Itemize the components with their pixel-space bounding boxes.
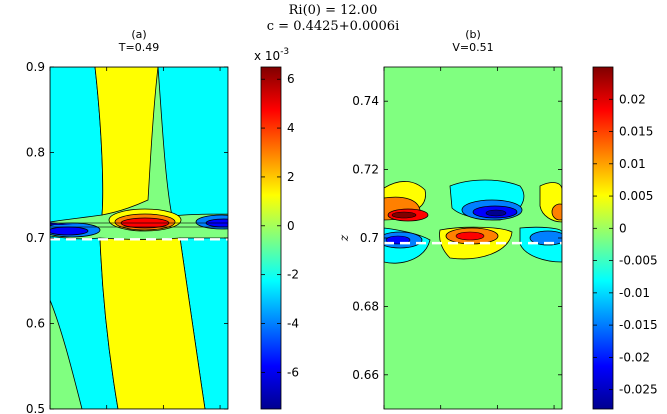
contour-region-yellow xyxy=(99,237,206,409)
panel-b-xlabel: x xyxy=(470,410,477,414)
colorbar-tick-label: -4 xyxy=(287,317,299,331)
colorbar-tick-label: -0.005 xyxy=(619,254,658,268)
colorbar-tick-label: 2 xyxy=(287,170,295,184)
suptitle-ri: Ri(0) = 12.00 xyxy=(289,3,378,18)
y-tick-label: 0.7 xyxy=(360,231,379,245)
panel-a-field xyxy=(50,67,228,409)
contour-core-darkblue xyxy=(485,209,507,217)
x-tick-label: 2 xyxy=(103,412,111,414)
colorbar-tick-label: 0.015 xyxy=(619,125,653,139)
contour-core-red xyxy=(455,231,485,241)
colorbar-tick-label: 6 xyxy=(287,72,295,86)
panel-b-axes: 0 2 4 6 0.66 0.68 0.7 0.72 0.74 xyxy=(352,67,562,414)
colorbar-a-scale-label: x 10 xyxy=(254,49,280,63)
x-tick-label: 4 xyxy=(494,412,502,414)
panel-b-label: (b) xyxy=(465,28,481,41)
panel-b-field xyxy=(384,67,562,409)
colorbar-a-scale-exponent: -3 xyxy=(280,47,289,57)
x-tick-label: 0 xyxy=(46,412,54,414)
colorbar-tick-label: 4 xyxy=(287,121,295,135)
x-tick-label: 0 xyxy=(380,412,388,414)
y-tick-label: 0.8 xyxy=(26,146,45,160)
y-tick-label: 0.66 xyxy=(352,368,379,382)
colorbar-tick-label: 0 xyxy=(287,219,295,233)
panel-a-label: (a) xyxy=(131,28,146,41)
colorbar-a-scale: x 10-3 xyxy=(254,47,289,63)
contour-core-darkblue xyxy=(50,222,80,225)
colorbar-tick-label: -2 xyxy=(287,268,299,282)
panel-a-xlabel: x xyxy=(136,410,143,414)
y-tick-label: 0.6 xyxy=(26,317,45,331)
colorbar-tick-label: -0.01 xyxy=(619,286,650,300)
colorbar-tick-label: 0.02 xyxy=(619,92,646,106)
contour-line xyxy=(50,222,228,228)
colorbar-b-ticks: 0.02 0.015 0.01 0.005 0 -0.005 -0.01 -0.015 -0.0… xyxy=(593,92,658,397)
contour-region-orange xyxy=(551,203,562,221)
colorbar-tick-label: 0 xyxy=(619,221,627,235)
colorbar-a xyxy=(260,66,282,410)
panel-b-title: V=0.51 xyxy=(452,41,493,54)
x-tick-label: 2 xyxy=(437,412,445,414)
colorbar-tick-label: 0.01 xyxy=(619,157,646,171)
suptitle-c: c = 0.4425+0.0006i xyxy=(267,19,399,34)
panel-b-ylabel: z xyxy=(337,234,351,242)
y-tick-label: 0.5 xyxy=(26,402,45,414)
colorbar-tick-label: -0.025 xyxy=(619,383,658,397)
contour-region-cyan xyxy=(157,67,228,217)
contour-core-darkred xyxy=(391,211,417,219)
colorbar-tick-label: -0.02 xyxy=(619,350,650,364)
colorbar-tick-label: -6 xyxy=(287,365,299,379)
panel-a-title: T=0.49 xyxy=(118,41,159,54)
colorbar-tick-label: 0.005 xyxy=(619,189,653,203)
colorbar-tick-label: -0.015 xyxy=(619,318,658,332)
contour-region-yellow xyxy=(94,67,159,216)
y-tick-label: 0.72 xyxy=(352,163,379,177)
y-tick-label: 0.9 xyxy=(26,60,45,74)
x-tick-label: 6 xyxy=(216,412,224,414)
y-tick-label: 0.68 xyxy=(352,299,379,313)
y-tick-label: 0.74 xyxy=(352,94,379,108)
contour-ring-blue xyxy=(529,230,562,246)
y-tick-label: 0.7 xyxy=(26,231,45,245)
colorbar-b xyxy=(592,66,614,410)
contour-region-cyan xyxy=(50,67,104,223)
x-tick-label: 4 xyxy=(160,412,168,414)
contour-core-blue xyxy=(50,226,89,236)
colorbar-a-ticks: 6 4 2 0 -2 -4 -6 xyxy=(261,72,299,379)
panel-a-axes: 0 2 4 6 0.5 0.6 0.7 0.8 0.9 xyxy=(26,60,228,414)
x-tick-label: 6 xyxy=(550,412,558,414)
